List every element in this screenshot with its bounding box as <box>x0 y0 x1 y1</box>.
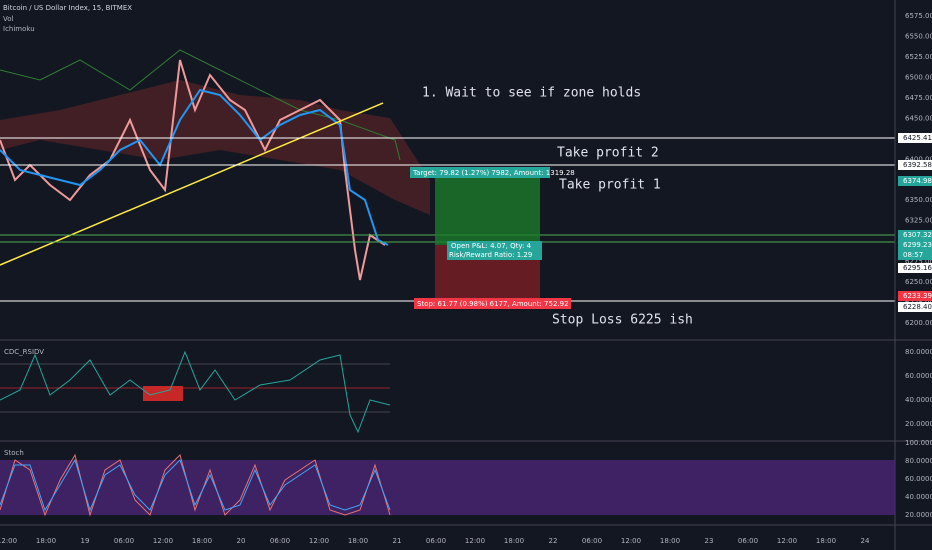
price-axis-label: 6450.00 <box>905 114 932 122</box>
price-tag <box>898 250 932 260</box>
stoch-line <box>0 458 391 512</box>
price-axis-label: 6275.00 <box>905 258 932 266</box>
indicator: Ichimoku <box>3 25 35 33</box>
pnl-label: Open P&L: 4.07, Qty: 4 <box>451 242 532 250</box>
target-label: Target: 79.82 (1.27%) 7982, Amount: 1319… <box>412 169 575 177</box>
indicator: Vol <box>3 15 14 23</box>
stoch-line <box>0 453 391 517</box>
panel-title: CDC_RSIDV <box>4 348 44 356</box>
price-tag <box>898 160 932 170</box>
price-tag-label: 6295.16 <box>903 264 932 272</box>
time-axis-label: 12:00 <box>309 537 329 545</box>
price-axis-label: 6525.00 <box>905 53 932 61</box>
price-tag-label: 6392.58 <box>903 161 932 169</box>
annotation: Stop Loss 6225 ish <box>552 313 693 328</box>
price-tag-label: 08:57 <box>903 251 923 259</box>
price-axis-label: 6575.00 <box>905 12 932 20</box>
time-axis-label: 19 <box>81 537 90 545</box>
trend-line <box>0 102 384 266</box>
stoch-axis-label: 60.0000 <box>905 475 932 483</box>
price-tag-label: 6299.23 <box>903 241 932 249</box>
price-tag-label: 6307.32 <box>903 231 932 239</box>
time-axis-label: 12:00 <box>0 537 17 545</box>
price-tag-label: 6228.40 <box>903 303 932 311</box>
rsi-axis-label: 40.0000 <box>905 396 932 404</box>
time-axis-label: 06:00 <box>114 537 134 545</box>
time-axis-label: 23 <box>705 537 714 545</box>
annotation: Take profit 1 <box>559 178 661 193</box>
rsi-line <box>0 350 391 434</box>
baseline <box>0 88 389 246</box>
price-tag <box>898 240 932 250</box>
time-axis-label: 20 <box>237 537 246 545</box>
rsi-axis-label: 20.0000 <box>905 420 932 428</box>
price-axis-label: 6550.00 <box>905 32 932 40</box>
time-axis-label: 06:00 <box>426 537 446 545</box>
time-axis-label: 12:00 <box>777 537 797 545</box>
time-axis-label: 18:00 <box>192 537 212 545</box>
annotation: 1. Wait to see if zone holds <box>422 86 641 101</box>
price-tag-label: 6374.98 <box>903 177 932 185</box>
price-axis-label: 6250.00 <box>905 278 932 286</box>
ichimoku-line <box>0 49 401 161</box>
rsi-axis-label: 60.0000 <box>905 372 932 380</box>
stop-label: Stop: 61.77 (0.98%) 6177, Amount: 752.92 <box>417 300 569 308</box>
stoch-axis-label: 20.0000 <box>905 511 932 519</box>
time-axis-label: 24 <box>861 537 870 545</box>
ratio-label: Risk/Reward Ratio: 1.29 <box>449 251 532 259</box>
cloud <box>0 80 430 215</box>
rsi-axis-label: 80.0000 <box>905 348 932 356</box>
panel-title: Stoch <box>4 449 24 457</box>
price-tag <box>898 133 932 143</box>
chart-title: Bitcoin / US Dollar Index, 15, BITMEX <box>3 4 132 12</box>
time-axis-label: 06:00 <box>270 537 290 545</box>
annotation: Take profit 2 <box>557 146 659 161</box>
price-tag <box>898 263 932 273</box>
rsi-zone <box>143 386 183 401</box>
time-axis-label: 18:00 <box>36 537 56 545</box>
stoch-axis-label: 100.0000 <box>905 439 932 447</box>
price-tag <box>898 291 932 301</box>
price-tag <box>898 176 932 186</box>
price-axis-label: 6350.00 <box>905 196 932 204</box>
price-tag <box>898 230 932 240</box>
price-axis-label: 6475.00 <box>905 94 932 102</box>
price-axis-label: 6500.00 <box>905 73 932 81</box>
time-axis-label: 12:00 <box>465 537 485 545</box>
time-axis-label: 18:00 <box>816 537 836 545</box>
price-axis-label: 6325.00 <box>905 217 932 225</box>
price-axis-label: 6400.00 <box>905 155 932 163</box>
time-axis-label: 06:00 <box>738 537 758 545</box>
price-tag <box>898 302 932 312</box>
profit-zone <box>435 172 540 245</box>
time-axis-label: 18:00 <box>660 537 680 545</box>
time-axis-label: 21 <box>393 537 402 545</box>
time-axis-label: 18:00 <box>348 537 368 545</box>
target-box <box>410 167 550 178</box>
stoch-axis-label: 80.0000 <box>905 457 932 465</box>
time-axis-label: 18:00 <box>504 537 524 545</box>
time-axis-label: 12:00 <box>621 537 641 545</box>
dynamic: 6575.00 6550.00 6525.00 6500.00 6475.00 6450.… <box>0 12 932 545</box>
price-tag-label: 6425.41 <box>903 134 932 142</box>
price-candles <box>0 59 386 281</box>
time-axis-label: 22 <box>549 537 558 545</box>
time-axis-label: 12:00 <box>153 537 173 545</box>
time-axis-label: 06:00 <box>582 537 602 545</box>
stoch-axis-label: 40.0000 <box>905 493 932 501</box>
stop-box <box>414 298 571 309</box>
price-axis-label: 6200.00 <box>905 319 932 327</box>
price-tag-label: 6233.39 <box>903 292 932 300</box>
pnl-box <box>447 241 542 260</box>
stoch-band <box>0 460 895 515</box>
